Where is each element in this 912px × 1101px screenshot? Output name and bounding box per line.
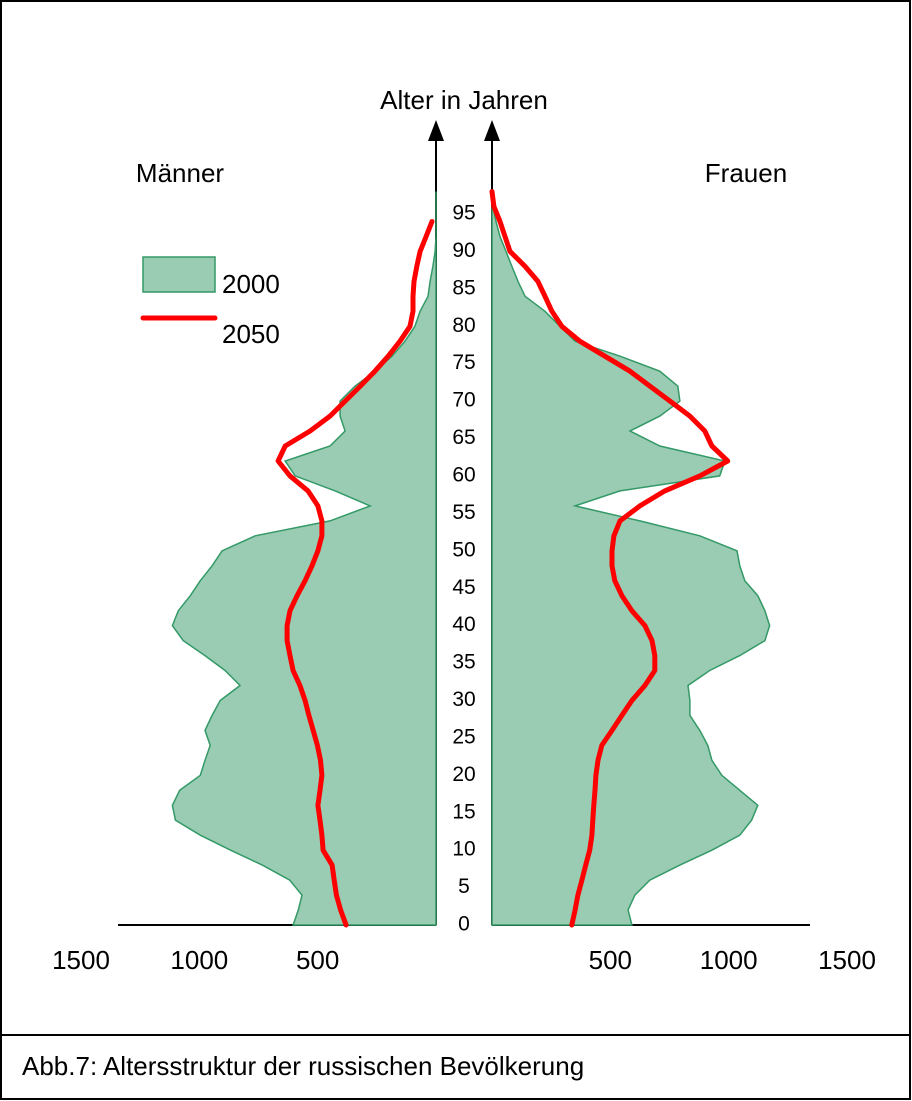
axis-arrow (428, 120, 444, 141)
y-tick-label: 10 (452, 838, 475, 861)
x-tick-label: 1000 (700, 945, 758, 975)
y-tick-label: 65 (452, 426, 475, 449)
y-tick-label: 75 (452, 351, 475, 374)
legend-swatch (142, 256, 216, 293)
legend-label: 2000 (222, 269, 280, 299)
y-tick-label: 95 (452, 202, 475, 225)
panel-label: Männer (136, 158, 224, 188)
y-tick-label: 15 (452, 800, 475, 823)
y-tick-label: 85 (452, 276, 475, 299)
x-tick-label: 1500 (52, 945, 110, 975)
y-tick-label: 0 (458, 913, 470, 936)
caption: Abb.7: Altersstruktur der russischen Bev… (22, 1051, 584, 1081)
area-2000 (171, 191, 437, 926)
legend-label: 2050 (222, 319, 280, 349)
y-tick-label: 5 (458, 875, 470, 898)
y-tick-label: 35 (452, 651, 475, 674)
y-tick-label: 40 (452, 613, 475, 636)
y-tick-label: 25 (452, 725, 475, 748)
y-tick-label: 45 (452, 576, 475, 599)
y-tick-label: 70 (452, 389, 475, 412)
y-tick-label: 30 (452, 688, 475, 711)
line-2050 (489, 189, 731, 928)
y-tick-label: 80 (452, 314, 475, 337)
y-axis-label: Alter in Jahren (380, 85, 548, 115)
line-2050 (275, 219, 435, 928)
area-2000 (491, 191, 771, 926)
y-tick-label: 20 (452, 763, 475, 786)
axis-arrow (484, 120, 500, 141)
y-tick-label: 50 (452, 538, 475, 561)
y-tick-label: 55 (452, 501, 475, 524)
y-tick-label: 90 (452, 239, 475, 262)
x-tick-label: 1500 (818, 945, 876, 975)
x-tick-label: 1000 (170, 945, 228, 975)
panel-label: Frauen (705, 158, 787, 188)
y-tick-label: 60 (452, 463, 475, 486)
x-tick-label: 500 (589, 945, 632, 975)
x-tick-label: 500 (296, 945, 339, 975)
